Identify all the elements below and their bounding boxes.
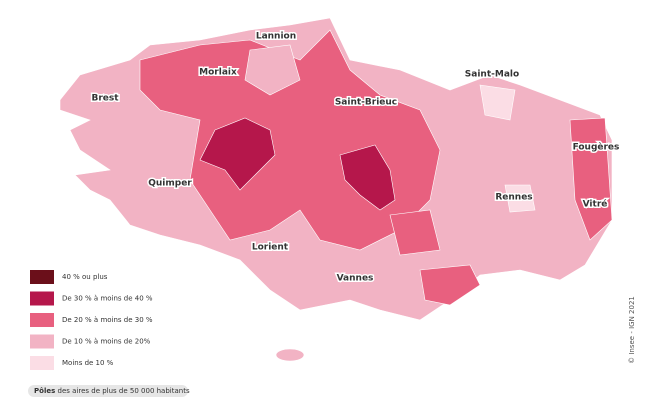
footnote: Pôles des aires de plus de 50 000 habita… <box>34 387 190 395</box>
legend-label: Moins de 10 % <box>62 359 114 367</box>
city-label: Fougères <box>573 142 620 153</box>
territory <box>59 17 613 362</box>
zone <box>244 44 301 96</box>
city-label: Brest <box>91 94 119 104</box>
city-label: Vitré <box>583 199 608 210</box>
city-label: Vannes <box>337 274 374 284</box>
city-label: Lorient <box>252 243 289 253</box>
legend: 40 % ou plus De 30 % à moins de 40 % De 20… <box>30 270 153 370</box>
footnote-text: des aires de plus de 50 000 habitants <box>58 387 190 395</box>
zone <box>389 209 441 256</box>
legend-label: De 30 % à moins de 40 % <box>62 295 153 303</box>
zone <box>419 264 481 306</box>
legend-label: De 10 % à moins de 20% <box>62 338 151 346</box>
footnote-box <box>28 385 188 397</box>
zone <box>479 84 516 121</box>
legend-swatch <box>30 270 54 284</box>
city-label: Lannion <box>256 32 296 42</box>
footnote-bold: Pôles <box>34 387 55 395</box>
city-label: Saint-Brieuc <box>335 98 397 108</box>
legend-label: De 20 % à moins de 30 % <box>62 316 153 324</box>
credit: © Insee - IGN 2021 <box>628 296 636 364</box>
legend-label: 40 % ou plus <box>62 273 108 281</box>
legend-swatch <box>30 291 54 306</box>
city-label: Quimper <box>148 179 192 189</box>
legend-swatch <box>30 334 54 349</box>
zone <box>199 117 276 191</box>
legend-swatch <box>30 313 54 327</box>
island <box>275 348 305 362</box>
zone <box>339 144 396 211</box>
legend-swatch <box>30 356 54 370</box>
zone <box>569 117 613 241</box>
city-label: Rennes <box>495 193 532 203</box>
city-label: Morlaix <box>199 68 237 78</box>
zone <box>504 184 536 213</box>
city-label: Saint-Malo <box>465 70 519 80</box>
